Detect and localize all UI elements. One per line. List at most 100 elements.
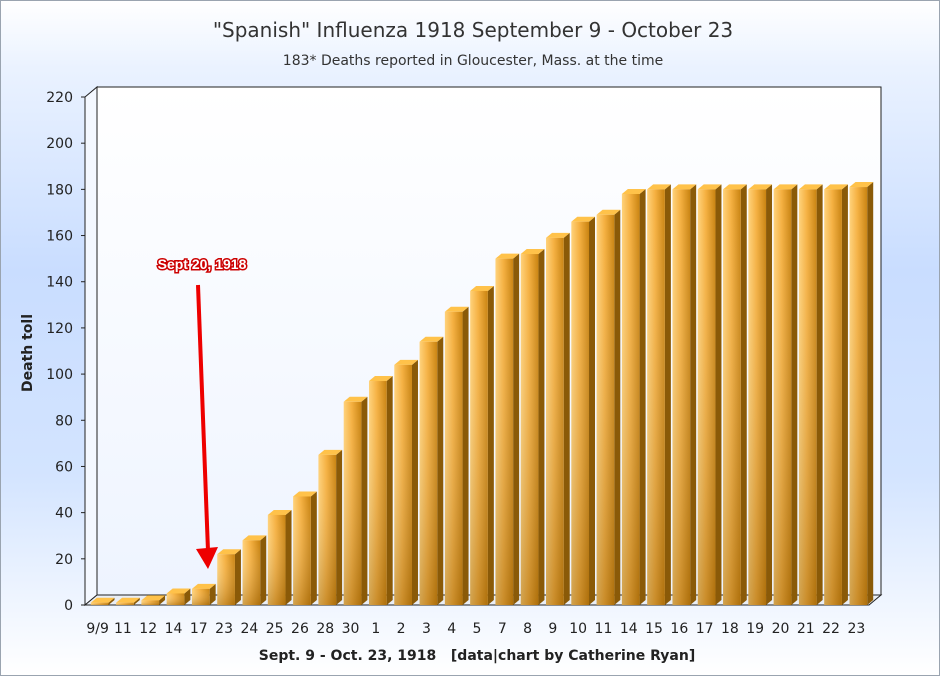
bar	[596, 209, 621, 605]
bar-side	[133, 597, 140, 605]
plot-side-wall	[84, 85, 98, 607]
x-tick-label: 11	[114, 621, 132, 637]
x-tick-label: 15	[645, 621, 663, 637]
bar-side	[513, 253, 520, 606]
bar-top	[495, 253, 520, 259]
annotation-arrow	[196, 284, 210, 552]
bar-side	[841, 184, 848, 605]
bar-top	[394, 359, 418, 365]
bar-top	[293, 491, 317, 497]
bar	[470, 285, 494, 605]
bar-shade	[191, 588, 210, 605]
x-tick-label: 11	[595, 621, 613, 637]
bar-top	[798, 184, 823, 190]
y-tick-label: 100	[46, 367, 73, 383]
bar-top	[773, 184, 798, 190]
bar-shade	[697, 189, 716, 605]
bar-shade	[293, 496, 311, 605]
bar-side	[487, 285, 494, 605]
bar-side	[184, 588, 191, 605]
chart-title: "Spanish" Influenza 1918 September 9 - O…	[213, 18, 733, 42]
chart-subtitle: 183* Deaths reported in Gloucester, Mass…	[283, 53, 663, 69]
y-tick-label: 120	[46, 321, 73, 337]
bar-top	[141, 595, 166, 601]
bar-shade	[141, 600, 160, 605]
bar-side	[209, 583, 216, 605]
bar-top	[697, 184, 722, 190]
bar	[798, 184, 823, 605]
bar-shade	[748, 189, 767, 605]
bar-shade	[723, 189, 741, 605]
x-tick-label: 9/9	[86, 621, 109, 637]
bar-side	[715, 184, 722, 605]
bar-side	[740, 184, 747, 605]
x-tick-label: 23	[215, 621, 233, 637]
y-tick-label: 180	[46, 182, 73, 198]
bar-top	[647, 184, 671, 190]
y-tick-label: 220	[46, 90, 73, 106]
bar-side	[260, 535, 267, 605]
bar	[748, 184, 773, 605]
bar-side	[867, 182, 874, 605]
bar-shade	[217, 554, 235, 605]
y-tick-label: 80	[55, 413, 73, 429]
bar-top	[672, 184, 697, 190]
bar-top	[419, 336, 444, 342]
x-tick-label: 24	[240, 621, 258, 637]
x-tick-label: 3	[422, 621, 431, 637]
y-tick-label: 20	[55, 552, 73, 568]
annotation-label: Sept 20, 1918	[158, 256, 247, 272]
bar	[520, 249, 545, 605]
bar-side	[816, 184, 823, 605]
bar-top	[242, 535, 267, 541]
bar-top	[520, 249, 545, 255]
y-axis-ticks: 0 20 40 60 80 100 120 140 160 180 200 220	[46, 90, 85, 614]
x-tick-label: 5	[473, 621, 482, 637]
y-tick-label: 200	[46, 136, 73, 152]
bar-side	[589, 216, 596, 605]
bar-top	[444, 306, 469, 312]
bar-side	[563, 232, 570, 605]
x-tick-label: 30	[342, 621, 360, 637]
bar-shade	[343, 401, 362, 605]
y-tick-label: 140	[46, 275, 73, 291]
bar-shade	[520, 254, 539, 605]
bar-top	[116, 597, 140, 603]
bar-top	[267, 509, 292, 515]
bar-shade	[621, 193, 640, 605]
x-tick-label: 1	[371, 621, 380, 637]
bar	[849, 182, 874, 605]
x-tick-label: 28	[316, 621, 334, 637]
bar-side	[361, 396, 368, 605]
bar-top	[90, 597, 115, 603]
bar-side	[159, 595, 166, 605]
bar	[368, 376, 393, 605]
bar-side	[791, 184, 798, 605]
x-tick-label: 2	[397, 621, 406, 637]
bar	[166, 588, 191, 605]
x-tick-label: 7	[498, 621, 507, 637]
x-tick-label: 14	[165, 621, 183, 637]
bar-shade	[798, 189, 817, 605]
annotation: Sept 20, 1918	[156, 255, 248, 569]
bar-shade	[672, 189, 691, 605]
bar-shade	[571, 221, 590, 605]
x-tick-label: 18	[721, 621, 739, 637]
x-tick-label: 14	[620, 621, 638, 637]
bar-side	[108, 597, 115, 605]
bar-shade	[267, 514, 286, 605]
y-tick-label: 160	[46, 229, 73, 245]
x-tick-label: 25	[266, 621, 284, 637]
y-tick-label: 40	[55, 506, 73, 522]
bar-top	[318, 449, 343, 455]
bar-top	[748, 184, 773, 190]
bar-shade	[773, 189, 792, 605]
x-axis-label: Sept. 9 - Oct. 23, 1918 [data|chart by C…	[259, 648, 695, 664]
x-tick-label: 12	[139, 621, 157, 637]
x-tick-label: 16	[670, 621, 688, 637]
bar-shade	[470, 290, 488, 605]
bar-side	[639, 188, 646, 605]
bar-side	[437, 336, 444, 605]
